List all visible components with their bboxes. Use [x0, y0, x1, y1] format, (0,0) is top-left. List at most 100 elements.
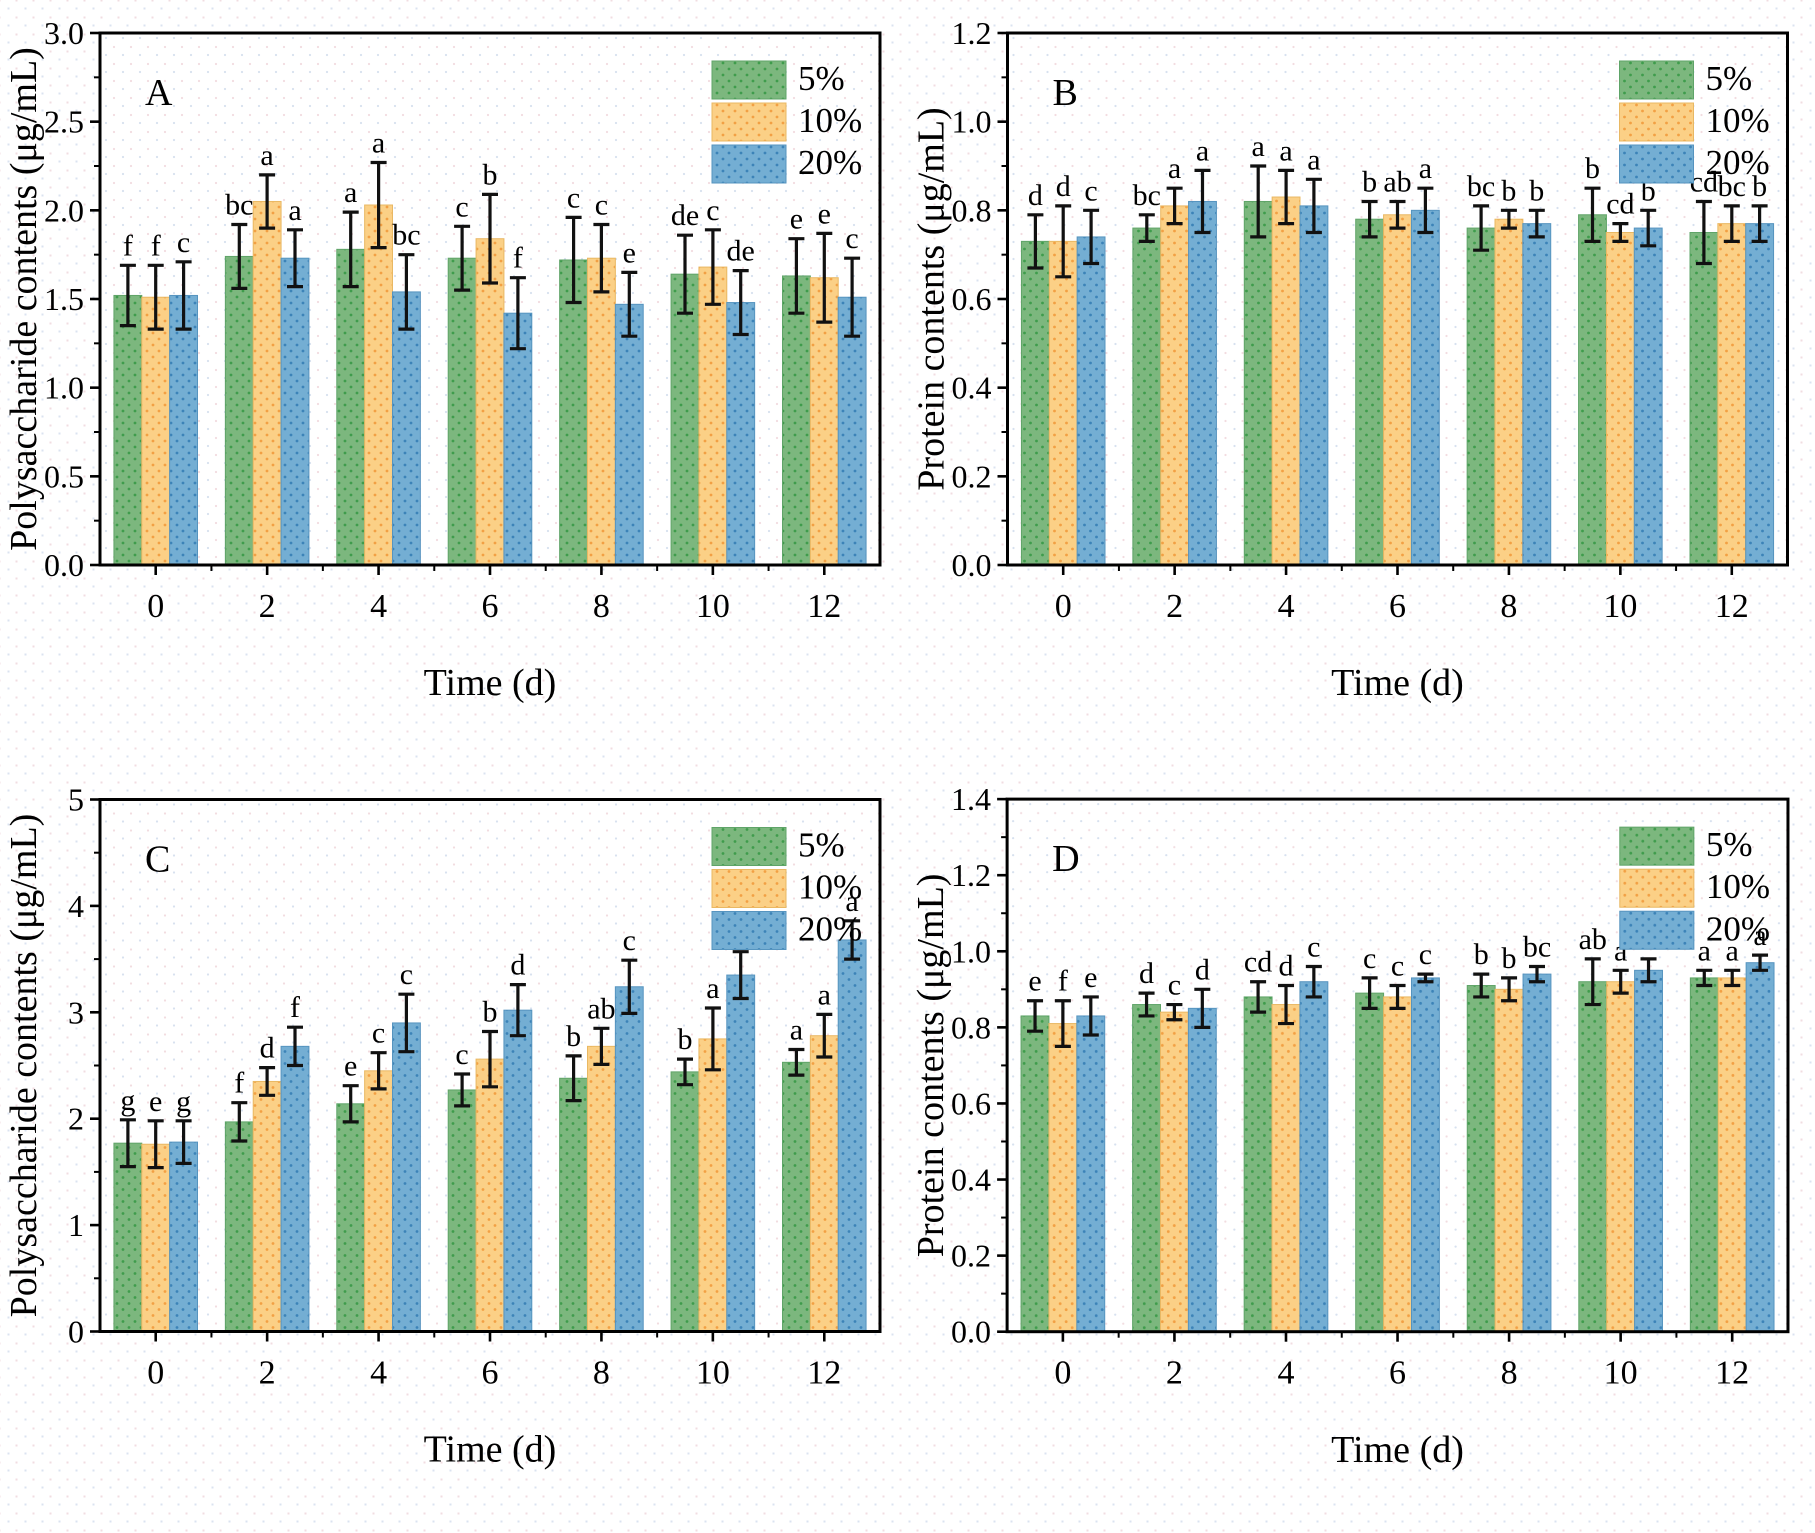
sig-letter: b: [1752, 170, 1767, 203]
sig-letter: c: [400, 958, 413, 991]
x-tick-label: 8: [1500, 588, 1517, 625]
sig-letter: a: [1252, 130, 1265, 163]
bar-20pct-day8: [1522, 223, 1552, 566]
error-bar: [1361, 976, 1378, 1010]
sig-letter: a: [1279, 134, 1292, 167]
error-bar: [231, 222, 248, 290]
bar-5pct-day2: [224, 1121, 254, 1333]
bar-10pct-day12: [809, 1035, 839, 1332]
legend-label-10pct: 10%: [798, 101, 862, 140]
error-bar: [621, 958, 638, 1015]
x-tick-label: 10: [1603, 588, 1637, 625]
bar-20pct-day12: [1745, 962, 1775, 1333]
sig-letter: cd: [1690, 166, 1718, 199]
bar-10pct-day12: [1717, 223, 1747, 566]
sig-letter: b: [566, 1020, 581, 1053]
bar-20pct-day0: [169, 294, 198, 566]
x-tick-label: 8: [593, 588, 610, 625]
bar-20pct-day10: [726, 974, 756, 1332]
error-bar: [844, 919, 861, 961]
bar-20pct-day0: [169, 1141, 198, 1332]
y-tick-label: 0.5: [44, 458, 84, 494]
error-bar: [454, 1072, 471, 1108]
legend-label-20pct: 20%: [1706, 143, 1770, 182]
error-bar: [1250, 980, 1267, 1014]
error-bar: [1278, 983, 1295, 1026]
x-tick-label: 2: [259, 588, 276, 625]
sig-letter: e: [790, 203, 803, 236]
bar-10pct-day10: [1605, 232, 1635, 566]
bar-20pct-day4: [1299, 981, 1329, 1333]
error-bar: [732, 950, 749, 1001]
bar-10pct-day10: [698, 266, 728, 566]
sig-letter: a: [1168, 152, 1181, 185]
error-bar: [119, 263, 136, 328]
x-tick-label: 6: [1389, 588, 1406, 625]
bar-10pct-day2: [1159, 1011, 1189, 1333]
error-bar: [1194, 987, 1211, 1029]
sig-letter: f: [513, 242, 523, 275]
sig-letter: c: [1307, 930, 1320, 963]
error-bar: [1584, 957, 1601, 1007]
bar-10pct-day4: [364, 204, 394, 566]
panel-letter: A: [145, 72, 173, 114]
bar-10pct-day6: [475, 238, 505, 566]
bar-20pct-day0: [1076, 1015, 1106, 1333]
error-bar: [1194, 168, 1211, 235]
chart-panel-d: edcdcbabafcdcbaaedccbcba0.00.20.40.60.81…: [910, 781, 1790, 1471]
error-bar: [454, 224, 471, 292]
error-bar: [370, 1051, 387, 1091]
legend-label-10pct: 10%: [1706, 101, 1770, 140]
error-bar: [1640, 208, 1657, 248]
sig-letter: c: [1391, 950, 1404, 983]
x-tick-label: 12: [807, 588, 841, 625]
x-tick-label: 2: [1166, 588, 1183, 625]
error-bar: [732, 269, 749, 337]
y-tick-label: 0.4: [952, 370, 992, 406]
sig-letter: f: [1058, 965, 1068, 998]
sig-letter: a: [790, 1014, 803, 1047]
legend-swatch-10pct: [711, 869, 787, 908]
x-axis-title: Time (d): [1331, 1429, 1464, 1471]
error-bar: [788, 1047, 805, 1077]
sig-letter: ab: [587, 992, 615, 1025]
legend-label-5pct: 5%: [798, 59, 845, 98]
y-tick-label: 3: [68, 994, 84, 1030]
y-tick-label: 1.0: [44, 370, 84, 406]
bar-5pct-day6: [447, 257, 477, 566]
sig-letter: d: [1028, 179, 1043, 212]
bar-5pct-day12: [1689, 232, 1719, 566]
error-bar: [1361, 199, 1378, 239]
error-bar: [1138, 991, 1155, 1018]
error-bar: [565, 1054, 582, 1103]
bar-5pct-day8: [1466, 227, 1496, 566]
x-tick-label: 2: [259, 1355, 276, 1392]
bar-5pct-day12: [1689, 977, 1719, 1333]
bar-20pct-day8: [1522, 973, 1552, 1333]
bar-10pct-day8: [587, 257, 616, 566]
sig-letter: a: [372, 127, 385, 160]
y-tick-label: 1.5: [44, 281, 84, 317]
bar-20pct-day12: [837, 939, 867, 1332]
error-bar: [1054, 999, 1071, 1048]
sig-letter: e: [1028, 965, 1041, 998]
error-bar: [1640, 957, 1657, 984]
sig-letter: d: [1279, 950, 1294, 983]
error-bar: [1082, 995, 1099, 1037]
y-tick-label: 0.0: [44, 547, 84, 583]
y-tick-label: 5: [68, 782, 84, 818]
x-tick-label: 4: [370, 588, 387, 625]
y-axis-title: Polysaccharide contents (μg/mL): [3, 47, 45, 551]
sig-letter: a: [288, 194, 301, 227]
panel-letter: D: [1052, 838, 1079, 880]
legend-label-5pct: 5%: [798, 826, 845, 865]
y-tick-label: 1.2: [952, 15, 992, 51]
x-tick-label: 8: [593, 1355, 610, 1392]
bar-5pct-day10: [670, 273, 700, 566]
sig-letter: f: [123, 229, 133, 262]
bar-5pct-day6: [1355, 992, 1385, 1333]
y-tick-label: 1.0: [952, 104, 992, 140]
error-bar: [1695, 199, 1712, 266]
sig-letter: d: [510, 949, 525, 982]
